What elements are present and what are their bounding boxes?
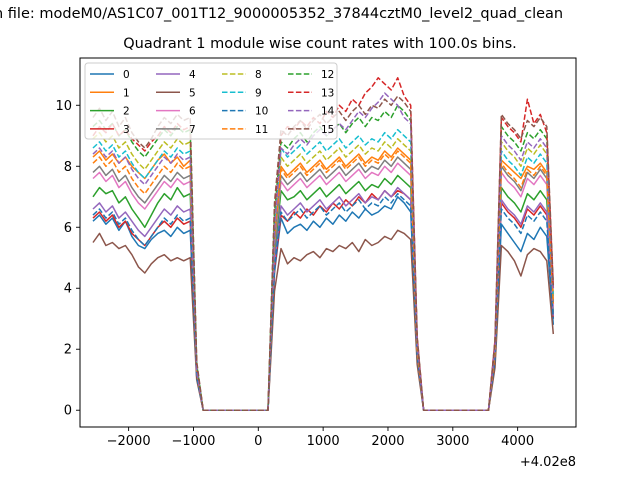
x-tick-label: −2000: [107, 434, 151, 449]
legend-label-4: 4: [189, 69, 196, 81]
legend-label-13: 13: [321, 87, 334, 99]
x-axis: −2000 −1000 0 1000 2000 3000 4000: [107, 427, 534, 449]
legend-label-6: 6: [189, 106, 196, 118]
legend-label-10: 10: [255, 106, 268, 118]
series-line-5: [92, 229, 555, 411]
x-axis-offset-label: +4.02e8: [520, 455, 576, 470]
legend-label-2: 2: [123, 106, 130, 118]
y-tick-label: 10: [55, 99, 72, 114]
legend-label-8: 8: [255, 69, 262, 81]
legend-label-1: 1: [123, 87, 130, 99]
series-line-7: [92, 156, 555, 411]
x-tick-label: 1000: [307, 434, 340, 449]
legend-label-0: 0: [123, 69, 130, 81]
series-line-12: [92, 104, 555, 411]
legend-label-15: 15: [321, 124, 334, 136]
legend-box: [84, 62, 338, 140]
legend-label-5: 5: [189, 87, 196, 99]
plot-frame: [79, 57, 577, 428]
chart-title: Quadrant 1 module wise count rates with …: [123, 36, 517, 52]
x-tick-label: 2000: [371, 434, 404, 449]
legend-label-12: 12: [321, 69, 334, 81]
legend-label-7: 7: [189, 124, 196, 136]
series-line-9: [92, 128, 555, 411]
legend-label-3: 3: [123, 124, 130, 136]
series-line-6: [92, 162, 555, 411]
legend-label-11: 11: [255, 124, 268, 136]
x-tick-label: 3000: [436, 434, 469, 449]
series-line-1: [92, 147, 555, 411]
series-line-8: [92, 131, 555, 411]
y-tick-label: 4: [64, 282, 72, 297]
y-tick-label: 0: [64, 404, 72, 419]
y-tick-label: 6: [64, 221, 72, 236]
figure-suptitle: n file: modeM0/AS1C07_001T12_9000005352_…: [0, 6, 564, 22]
x-tick-label: −1000: [171, 434, 215, 449]
legend-label-14: 14: [321, 106, 335, 118]
series-line-14: [92, 92, 555, 411]
series-line-10: [92, 192, 555, 411]
legend-label-9: 9: [255, 87, 262, 99]
x-tick-label: 4000: [501, 434, 534, 449]
series-line-0: [92, 196, 555, 411]
x-tick-label: 0: [254, 434, 262, 449]
y-tick-label: 8: [64, 160, 72, 175]
series-line-11: [92, 150, 555, 411]
y-axis: 0 2 4 6 8 10: [55, 99, 80, 419]
y-tick-label: 2: [64, 343, 72, 358]
